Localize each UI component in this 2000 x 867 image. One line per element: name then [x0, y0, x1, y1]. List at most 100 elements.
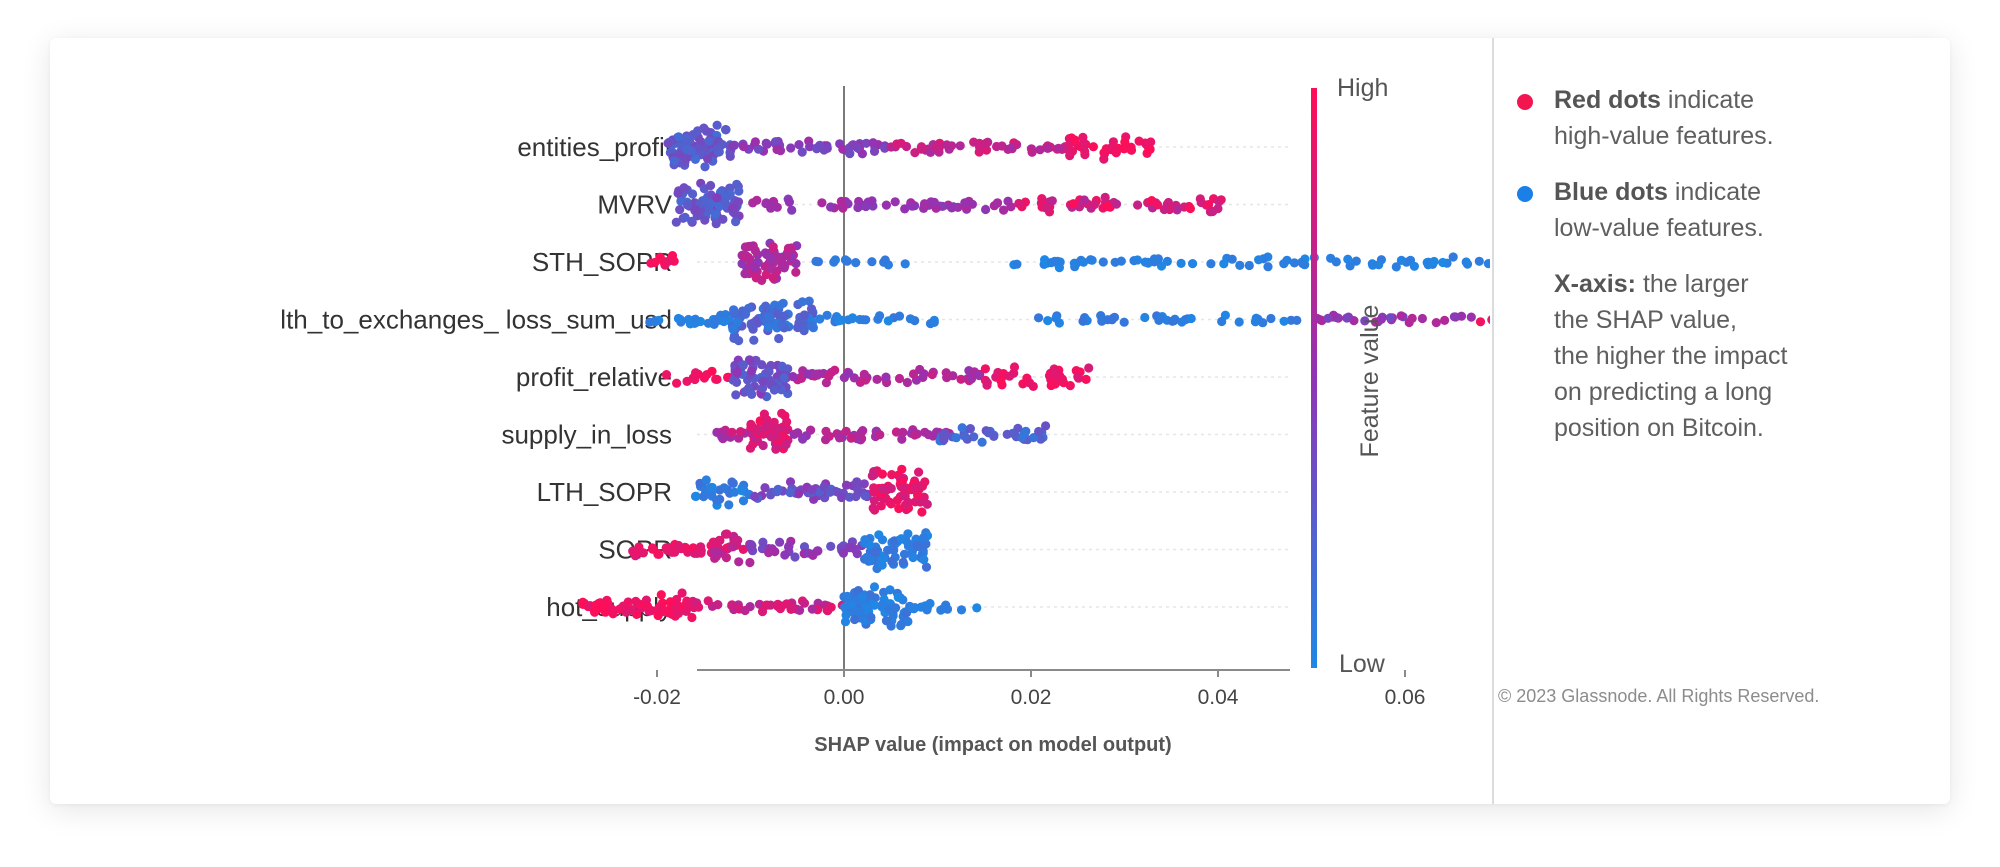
shap-dot — [674, 540, 684, 551]
shap-dot — [745, 254, 755, 264]
shap-dot — [779, 373, 789, 383]
shap-dot — [1475, 317, 1486, 327]
shap-dot — [894, 503, 904, 514]
shap-dot — [951, 433, 961, 443]
colorbar-label: Feature value — [1356, 305, 1384, 458]
shap-dot — [893, 592, 903, 603]
shap-dot — [875, 430, 885, 440]
shap-dot — [1053, 143, 1064, 153]
shap-dot — [815, 314, 825, 324]
shap-dot — [712, 120, 722, 130]
shap-dot — [762, 415, 772, 425]
x-tick-label: 0.02 — [1011, 686, 1052, 709]
shap-dot — [1046, 258, 1056, 268]
shap-dot — [682, 200, 693, 210]
shap-dot — [749, 335, 759, 345]
shap-dot — [745, 557, 755, 568]
shap-dot — [677, 588, 687, 598]
shap-dot — [851, 258, 861, 268]
shap-dot — [1133, 200, 1143, 210]
shap-dot — [721, 553, 732, 563]
shap-dot — [710, 547, 721, 557]
shap-dot — [922, 605, 932, 615]
shap-dot — [824, 371, 834, 381]
shap-dot — [829, 257, 839, 267]
shap-dot — [687, 612, 697, 623]
shap-dot — [669, 156, 679, 166]
shap-dot — [906, 200, 916, 210]
shap-dot — [917, 507, 927, 517]
shap-dot — [1111, 148, 1121, 158]
shap-dot — [679, 183, 689, 193]
shap-dot — [1235, 260, 1245, 270]
shap-dot — [1006, 143, 1017, 153]
shap-dot — [774, 333, 784, 344]
shap-dot — [740, 605, 750, 616]
shap-dot — [931, 143, 941, 153]
shap-dot — [834, 316, 844, 326]
shap-dot — [1057, 374, 1067, 384]
shap-dot — [834, 433, 845, 443]
shap-dot — [1456, 311, 1467, 321]
shap-dot — [919, 533, 929, 543]
shap-dot — [682, 376, 692, 386]
shap-dot — [860, 535, 870, 545]
shap-dot — [661, 370, 672, 380]
shap-dot — [1188, 259, 1198, 269]
shap-dot — [1043, 316, 1053, 326]
shap-dot — [691, 368, 701, 378]
shap-dot — [1119, 317, 1129, 327]
shap-dot — [881, 200, 892, 210]
shap-dot — [903, 529, 913, 539]
shap-dot — [1227, 254, 1237, 264]
shap-dot — [1107, 315, 1117, 325]
shap-dot — [761, 600, 771, 610]
shap-dot — [1034, 426, 1044, 437]
legend-red-item: Red dots indicate high-value features. — [1517, 82, 1877, 154]
shap-dot — [717, 432, 727, 442]
shap-dot — [811, 256, 821, 266]
shap-dot — [853, 202, 863, 213]
shap-dot — [868, 138, 878, 148]
shap-dot — [650, 257, 660, 268]
shap-dot — [760, 483, 770, 493]
shap-dot — [822, 310, 832, 320]
shap-dot — [845, 149, 855, 159]
shap-dot — [764, 312, 774, 323]
shap-dot — [1219, 259, 1229, 269]
shap-dot — [887, 470, 897, 480]
shap-dot — [938, 604, 948, 614]
shap-dot — [966, 374, 977, 384]
shap-dot — [899, 482, 909, 492]
shap-dot — [1156, 313, 1166, 323]
shap-dot — [735, 427, 746, 437]
shap-dot — [727, 477, 737, 487]
shap-dot — [941, 368, 951, 378]
shap-dot — [1172, 205, 1182, 215]
shap-dot — [841, 426, 851, 436]
shap-dot — [1323, 313, 1333, 323]
shap-dot — [747, 421, 757, 431]
feature-label: entities_profit — [517, 132, 672, 162]
shap-dot — [972, 603, 982, 613]
shap-dot — [732, 318, 743, 328]
shap-dot — [729, 487, 740, 497]
shap-dot — [1140, 257, 1150, 267]
shap-dot — [766, 203, 776, 213]
shap-dot — [806, 321, 816, 331]
shap-dot — [1461, 257, 1471, 267]
shap-dot — [983, 428, 994, 438]
shap-dot — [1006, 202, 1016, 212]
shap-dot — [1431, 318, 1441, 328]
shap-dot — [859, 479, 869, 489]
shap-dot — [1279, 316, 1289, 326]
shap-dot — [980, 364, 991, 374]
shap-dot — [826, 202, 836, 212]
shap-dot — [821, 426, 831, 436]
shap-dot — [850, 614, 860, 625]
shap-dot — [803, 369, 813, 379]
shap-dot — [872, 374, 882, 384]
shap-dot — [728, 308, 739, 318]
shap-dot — [1216, 195, 1226, 205]
shap-dot — [1037, 194, 1047, 204]
